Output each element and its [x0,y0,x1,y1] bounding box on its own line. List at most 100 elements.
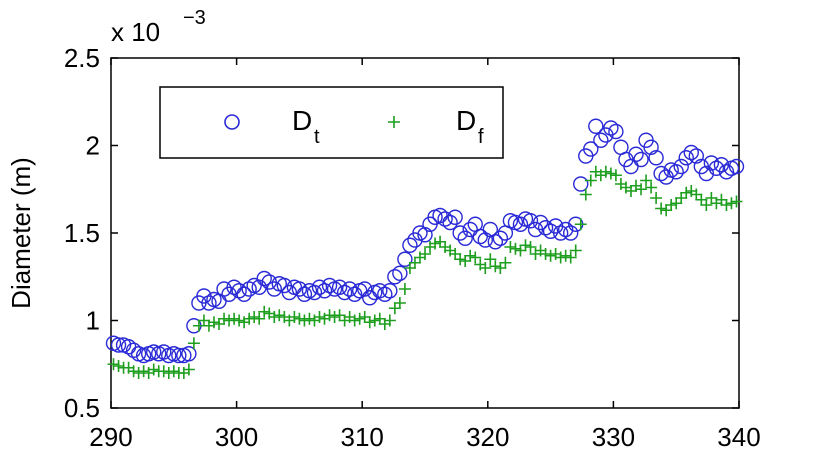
df-point [429,237,442,250]
df-point [398,283,411,295]
dt-point [291,281,308,297]
df-point [192,319,205,332]
dt-point [552,225,569,241]
dt-point [643,139,659,155]
dt-point [387,269,403,285]
df-point [112,360,125,372]
df-point [559,249,572,262]
dt-point [703,155,720,171]
df-point [363,316,376,329]
df-point [233,314,246,327]
dt-point [311,279,328,295]
df-point [479,262,492,274]
dt-point [588,118,604,134]
dt-point [648,150,664,166]
y-tick-label: 0.5 [64,393,100,423]
dt-point [608,123,624,140]
dt-point [397,251,413,267]
df-point [715,193,728,206]
df-point [695,193,708,206]
dt-point [402,237,418,253]
df-point [624,185,637,197]
dt-point [241,281,257,297]
df-point [293,312,306,325]
dt-point [562,225,579,241]
df-point [650,192,663,204]
df-point [670,197,683,210]
x-tick-label: 330 [592,422,635,452]
dt-point [673,158,689,175]
dt-point [382,283,398,299]
dt-point [216,281,232,297]
dt-point [442,214,458,231]
df-point [720,199,733,211]
df-point [504,241,517,253]
df-point [609,169,622,182]
df-point [132,367,145,379]
y-tick-label: 2.5 [64,43,100,73]
df-point [268,311,281,323]
dt-point [437,211,453,227]
df-point [574,218,587,231]
df-point [499,256,512,269]
df-point [494,262,507,274]
df-point [459,255,472,267]
df-point [248,311,261,323]
dt-point [477,232,493,248]
df-point [484,253,497,266]
legend: D t D f [159,86,504,159]
dt-point [573,176,589,192]
y-axis-multiplier: x 10 −3 [111,7,206,47]
df-point [509,242,522,255]
x-tick-label: 340 [717,422,760,452]
dt-point [628,146,644,162]
df-point [182,363,195,376]
dt-point [156,344,172,360]
df-point [253,312,266,325]
df-point [554,251,567,264]
df-point [604,167,617,180]
multiplier-base: x 10 [111,17,160,47]
legend-label-dt: D [292,105,312,136]
dt-point [201,295,217,311]
dt-point [728,158,745,175]
multiplier-exponent: −3 [183,7,206,29]
df-point [408,256,421,269]
df-point [489,260,502,273]
df-point [469,251,482,264]
df-point [162,367,175,379]
dt-point [357,281,373,297]
df-point [313,311,326,323]
df-point [228,312,241,325]
df-point [258,305,271,318]
axis-tick-labels: 290 300 310 320 330 340 0.5 1 1.5 2 2.5 [64,43,761,452]
df-point [157,365,170,378]
x-tick-label: 300 [215,422,258,452]
df-point [137,365,150,378]
dt-point [341,281,358,297]
legend-label-df: D [456,105,476,136]
df-point [645,181,658,194]
legend-marker-dt [224,114,240,130]
df-point [564,251,577,264]
dt-point [372,283,388,299]
dt-point [718,164,735,180]
df-point [358,311,371,323]
dt-point [331,279,348,295]
dt-point [603,120,619,136]
df-point [107,358,120,371]
y-tick-label: 1 [86,306,100,336]
df-point [730,195,743,208]
data-points [105,118,745,379]
df-point [690,188,703,201]
dt-point [266,281,282,297]
df-point [725,197,738,210]
legend-subscript-df: f [478,126,484,148]
x-tick-label: 290 [89,422,132,452]
dt-point [557,221,574,238]
dt-point [668,164,684,180]
dt-point [125,342,142,358]
df-point [599,165,612,178]
df-point [640,174,653,187]
df-point [187,337,200,350]
